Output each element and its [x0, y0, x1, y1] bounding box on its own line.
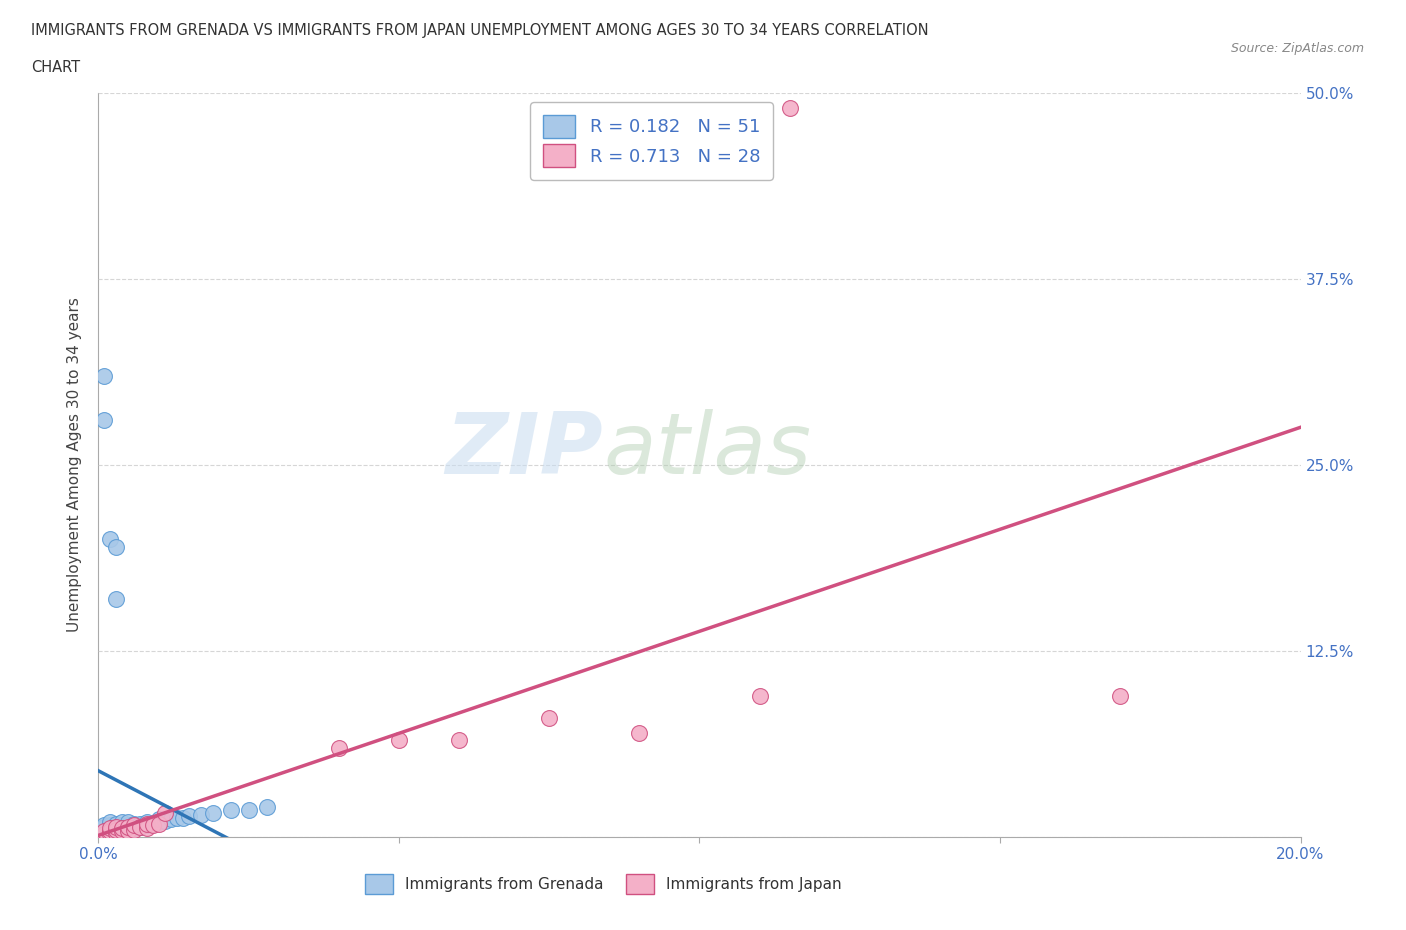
Point: [124, 822, 146, 837]
Point: [105, 591, 128, 606]
Point: [105, 819, 128, 834]
Point: [135, 817, 157, 832]
Point: [159, 812, 181, 827]
Point: [100, 820, 122, 835]
Point: [100, 824, 122, 839]
Point: [148, 815, 170, 830]
Point: [117, 817, 139, 832]
Point: [100, 822, 122, 837]
Point: [124, 820, 146, 835]
Point: [328, 740, 350, 755]
Point: [153, 805, 176, 820]
Point: [447, 733, 470, 748]
Point: [100, 824, 122, 839]
Point: [153, 813, 176, 828]
Point: [141, 817, 163, 832]
Point: [105, 825, 128, 840]
Point: [105, 817, 128, 831]
Point: [628, 725, 651, 740]
Point: [100, 820, 122, 835]
Point: [111, 820, 134, 835]
Y-axis label: Unemployment Among Ages 30 to 34 years: Unemployment Among Ages 30 to 34 years: [67, 298, 83, 632]
Point: [111, 822, 134, 837]
Point: [100, 817, 122, 832]
Point: [105, 817, 128, 832]
Point: [388, 733, 411, 748]
Point: [93, 824, 115, 839]
Point: [148, 817, 170, 831]
Text: Source: ZipAtlas.com: Source: ZipAtlas.com: [1230, 42, 1364, 55]
Point: [135, 815, 157, 830]
Point: [100, 819, 122, 834]
Point: [100, 532, 122, 547]
Point: [538, 711, 561, 725]
Point: [93, 819, 115, 834]
Point: [124, 817, 146, 831]
Point: [166, 810, 188, 825]
Point: [93, 820, 115, 835]
Point: [117, 822, 139, 837]
Point: [219, 803, 242, 817]
Text: atlas: atlas: [603, 408, 811, 492]
Point: [93, 817, 115, 832]
Point: [129, 819, 152, 834]
Point: [93, 413, 115, 428]
Point: [105, 820, 128, 835]
Point: [105, 822, 128, 837]
Point: [111, 817, 134, 832]
Point: [111, 824, 134, 839]
Point: [129, 817, 152, 831]
Point: [117, 820, 139, 835]
Point: [124, 819, 146, 834]
Point: [93, 827, 115, 842]
Point: [779, 100, 801, 115]
Point: [172, 810, 194, 825]
Point: [111, 820, 134, 835]
Text: ZIP: ZIP: [446, 408, 603, 492]
Point: [201, 805, 224, 820]
Point: [111, 824, 134, 839]
Point: [256, 800, 278, 815]
Point: [190, 807, 212, 822]
Point: [117, 815, 139, 830]
Point: [748, 688, 770, 703]
Point: [105, 819, 128, 834]
Point: [1109, 688, 1132, 703]
Point: [141, 817, 163, 831]
Point: [238, 803, 260, 817]
Point: [117, 819, 139, 834]
Point: [135, 820, 157, 835]
Point: [111, 815, 134, 830]
Point: [105, 822, 128, 837]
Point: [105, 825, 128, 840]
Point: [177, 809, 200, 824]
Point: [124, 817, 146, 832]
Point: [100, 827, 122, 842]
Text: IMMIGRANTS FROM GRENADA VS IMMIGRANTS FROM JAPAN UNEMPLOYMENT AMONG AGES 30 TO 3: IMMIGRANTS FROM GRENADA VS IMMIGRANTS FR…: [31, 23, 928, 38]
Text: CHART: CHART: [31, 60, 80, 75]
Point: [117, 824, 139, 839]
Point: [93, 368, 115, 383]
Point: [105, 539, 128, 554]
Point: [93, 822, 115, 837]
Point: [135, 817, 157, 831]
Point: [105, 824, 128, 839]
Point: [100, 815, 122, 830]
Point: [129, 819, 152, 834]
Point: [148, 812, 170, 827]
Legend: Immigrants from Grenada, Immigrants from Japan: Immigrants from Grenada, Immigrants from…: [359, 869, 848, 900]
